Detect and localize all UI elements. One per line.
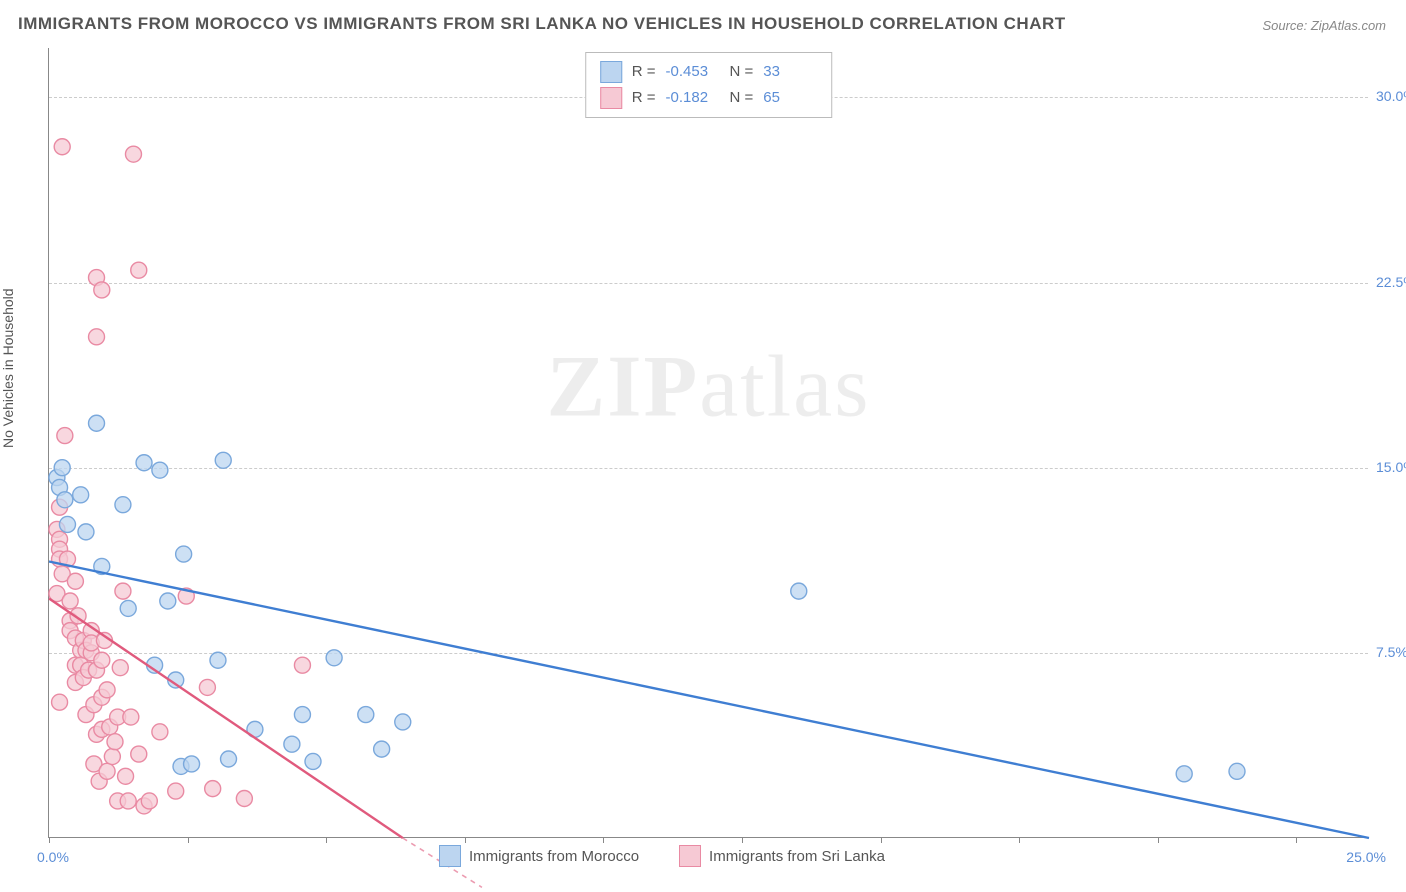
x-tick-mark [881,837,882,843]
x-tick-mark [1019,837,1020,843]
y-tick-label: 7.5% [1376,644,1406,660]
swatch-srilanka [600,87,622,109]
correlation-stats-legend: R = -0.453 N = 33 R = -0.182 N = 65 [585,52,833,118]
y-tick-label: 15.0% [1376,459,1406,475]
x-tick-mark [603,837,604,843]
legend-item-srilanka: Immigrants from Sri Lanka [679,845,885,867]
legend-swatch-morocco [439,845,461,867]
legend-label-srilanka: Immigrants from Sri Lanka [709,848,885,865]
x-tick-mark [188,837,189,843]
series-legend: Immigrants from Morocco Immigrants from … [439,845,885,867]
scatter-plot-svg [49,48,1368,837]
y-axis-label: No Vehicles in Household [0,288,16,448]
legend-item-morocco: Immigrants from Morocco [439,845,639,867]
legend-label-morocco: Immigrants from Morocco [469,848,639,865]
legend-swatch-srilanka [679,845,701,867]
x-tick-mark [1296,837,1297,843]
swatch-morocco [600,61,622,83]
chart-title: IMMIGRANTS FROM MOROCCO VS IMMIGRANTS FR… [18,14,1066,34]
y-tick-label: 22.5% [1376,274,1406,290]
x-tick-first: 0.0% [37,849,69,865]
source-attribution: Source: ZipAtlas.com [1262,18,1386,33]
stats-row-srilanka: R = -0.182 N = 65 [600,85,818,111]
x-tick-mark [1158,837,1159,843]
chart-plot-area: ZIPatlas 7.5%15.0%22.5%30.0% R = -0.453 … [48,48,1368,838]
x-tick-mark [49,837,50,843]
x-tick-mark [742,837,743,843]
x-tick-mark [326,837,327,843]
x-tick-last: 25.0% [1346,849,1386,865]
stats-row-morocco: R = -0.453 N = 33 [600,59,818,85]
y-tick-label: 30.0% [1376,88,1406,104]
x-tick-mark [465,837,466,843]
